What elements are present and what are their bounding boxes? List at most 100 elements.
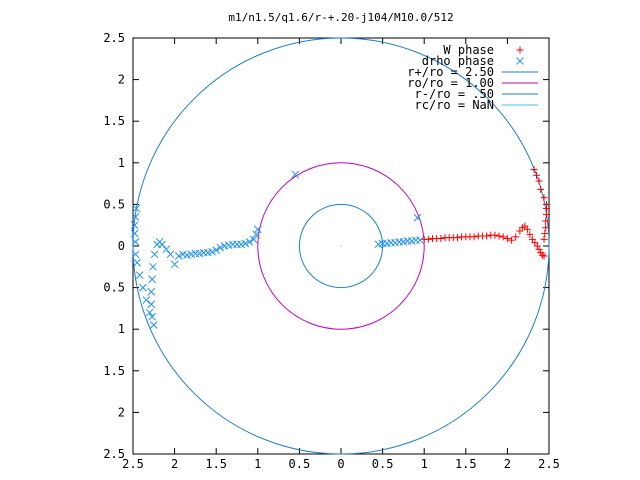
drho-phase-point [170,260,179,269]
y-tick-label: 2.5 [103,447,125,461]
circle-roro [257,162,425,330]
drho-phase-point [149,321,158,329]
cross-b [130,229,139,238]
w-phase-point [491,231,499,239]
legend-marker [516,57,524,65]
drho-phase-point [147,287,156,296]
drho-phase-point [220,242,229,250]
cross-b [142,296,151,304]
drho-phase-point [387,238,395,247]
legend-label: ro/ro = 1.00 [407,76,494,90]
y-tick-label: 0 [118,239,125,253]
drho-phase-point [245,237,254,246]
cross-b [253,225,262,234]
cross-b [249,235,258,244]
cross-b [245,237,254,246]
drho-phase-point [162,245,171,254]
chart-title: m1/n1.5/q1.6/r-+.20-j104/M10.0/512 [228,11,453,24]
w-phase-point [537,185,545,193]
circle-r-ro [298,203,384,289]
cross-b [416,236,424,245]
cross-b [174,252,183,260]
w-phase-point [533,171,541,179]
y-tick-label: 2 [118,73,125,87]
w-phase-point [508,236,516,244]
legend-label: drho phase [422,54,494,68]
cross-b [153,240,161,249]
drho-phase-point [147,300,156,309]
w-phase-point [542,224,550,232]
cross-b [291,170,300,179]
x-tick-label: 1 [421,457,428,471]
cross-b [132,204,141,213]
cross-b [131,237,140,246]
cross-b [150,250,159,259]
w-phase-point [424,235,432,243]
w-phase-point [535,177,543,185]
drho-phase-point [395,237,404,246]
drho-phase-point [149,262,157,271]
x-tick-label: 0.5 [289,457,311,471]
drho-phase-point [216,243,225,252]
drho-phase-point [148,275,156,284]
w-phase-point [535,245,543,253]
drho-phase-point [249,235,258,244]
cross-b [131,250,140,259]
w-phase-point [533,242,541,250]
axis-ticks [132,37,550,455]
drho-phase-point [130,221,139,230]
y-tick-label: 1 [118,322,125,336]
y-tick-label: 2.5 [103,31,125,45]
cross-b [212,246,221,255]
w-phase-point [526,230,534,238]
y-tick-label: 1.5 [103,114,125,128]
cross-b [216,243,225,252]
legend-label: W phase [443,43,494,57]
y-tick-label: 0.5 [103,197,125,211]
x-tick-label: 0.5 [372,457,394,471]
w-phase-point [543,200,551,208]
axis-tick-labels: 2.5 2 1.5 1 0.5 0 0.5 1 1.5 2 2.52.521.510.500.511… [103,31,560,471]
w-phase-point [453,234,461,242]
w-phase-point [542,217,550,225]
drho-phase-point [166,250,175,259]
drho-phase-point [233,240,241,249]
drho-phase-point [131,250,140,259]
x-tick-label: 2 [171,457,178,471]
cross-b [148,275,156,284]
drho-phase-point [195,249,204,258]
origin-dot [340,245,342,247]
drho-phase-point [237,240,246,249]
drho-phase-point [212,246,221,255]
cross-b [170,260,179,269]
cross-b [149,321,158,329]
drho-phase-point [131,213,140,221]
drho-phase-point [132,204,141,213]
cross-b [147,287,156,296]
w-phase-point [540,194,548,202]
legend-label: r+/ro = 2.50 [407,65,494,79]
x-tick-label: 2 [504,457,511,471]
w-phase-point [540,252,548,260]
drho-phase-point [253,225,262,234]
w-phase-point [499,233,507,241]
drho-phase-point [179,250,187,259]
x-tick-label: 2.5 [122,457,144,471]
y-tick-label: 0.5 [103,281,125,295]
drho-phase-point [150,250,159,259]
cross-b [183,251,191,260]
drho-phase-point [413,213,422,222]
drho-phase-point [145,308,154,317]
w-phase-point [523,225,531,233]
w-phase-point [538,251,546,259]
circle-r+ro [132,37,550,455]
y-tick-label: 1.5 [103,364,125,378]
legend-label: rc/ro = NaN [415,98,494,112]
cross-b [252,230,260,239]
w-phase-point [540,235,548,243]
cross-b [516,57,524,65]
drho-phase-point [133,258,142,267]
drho-phase-point [142,296,151,304]
reference-circles [132,37,550,455]
